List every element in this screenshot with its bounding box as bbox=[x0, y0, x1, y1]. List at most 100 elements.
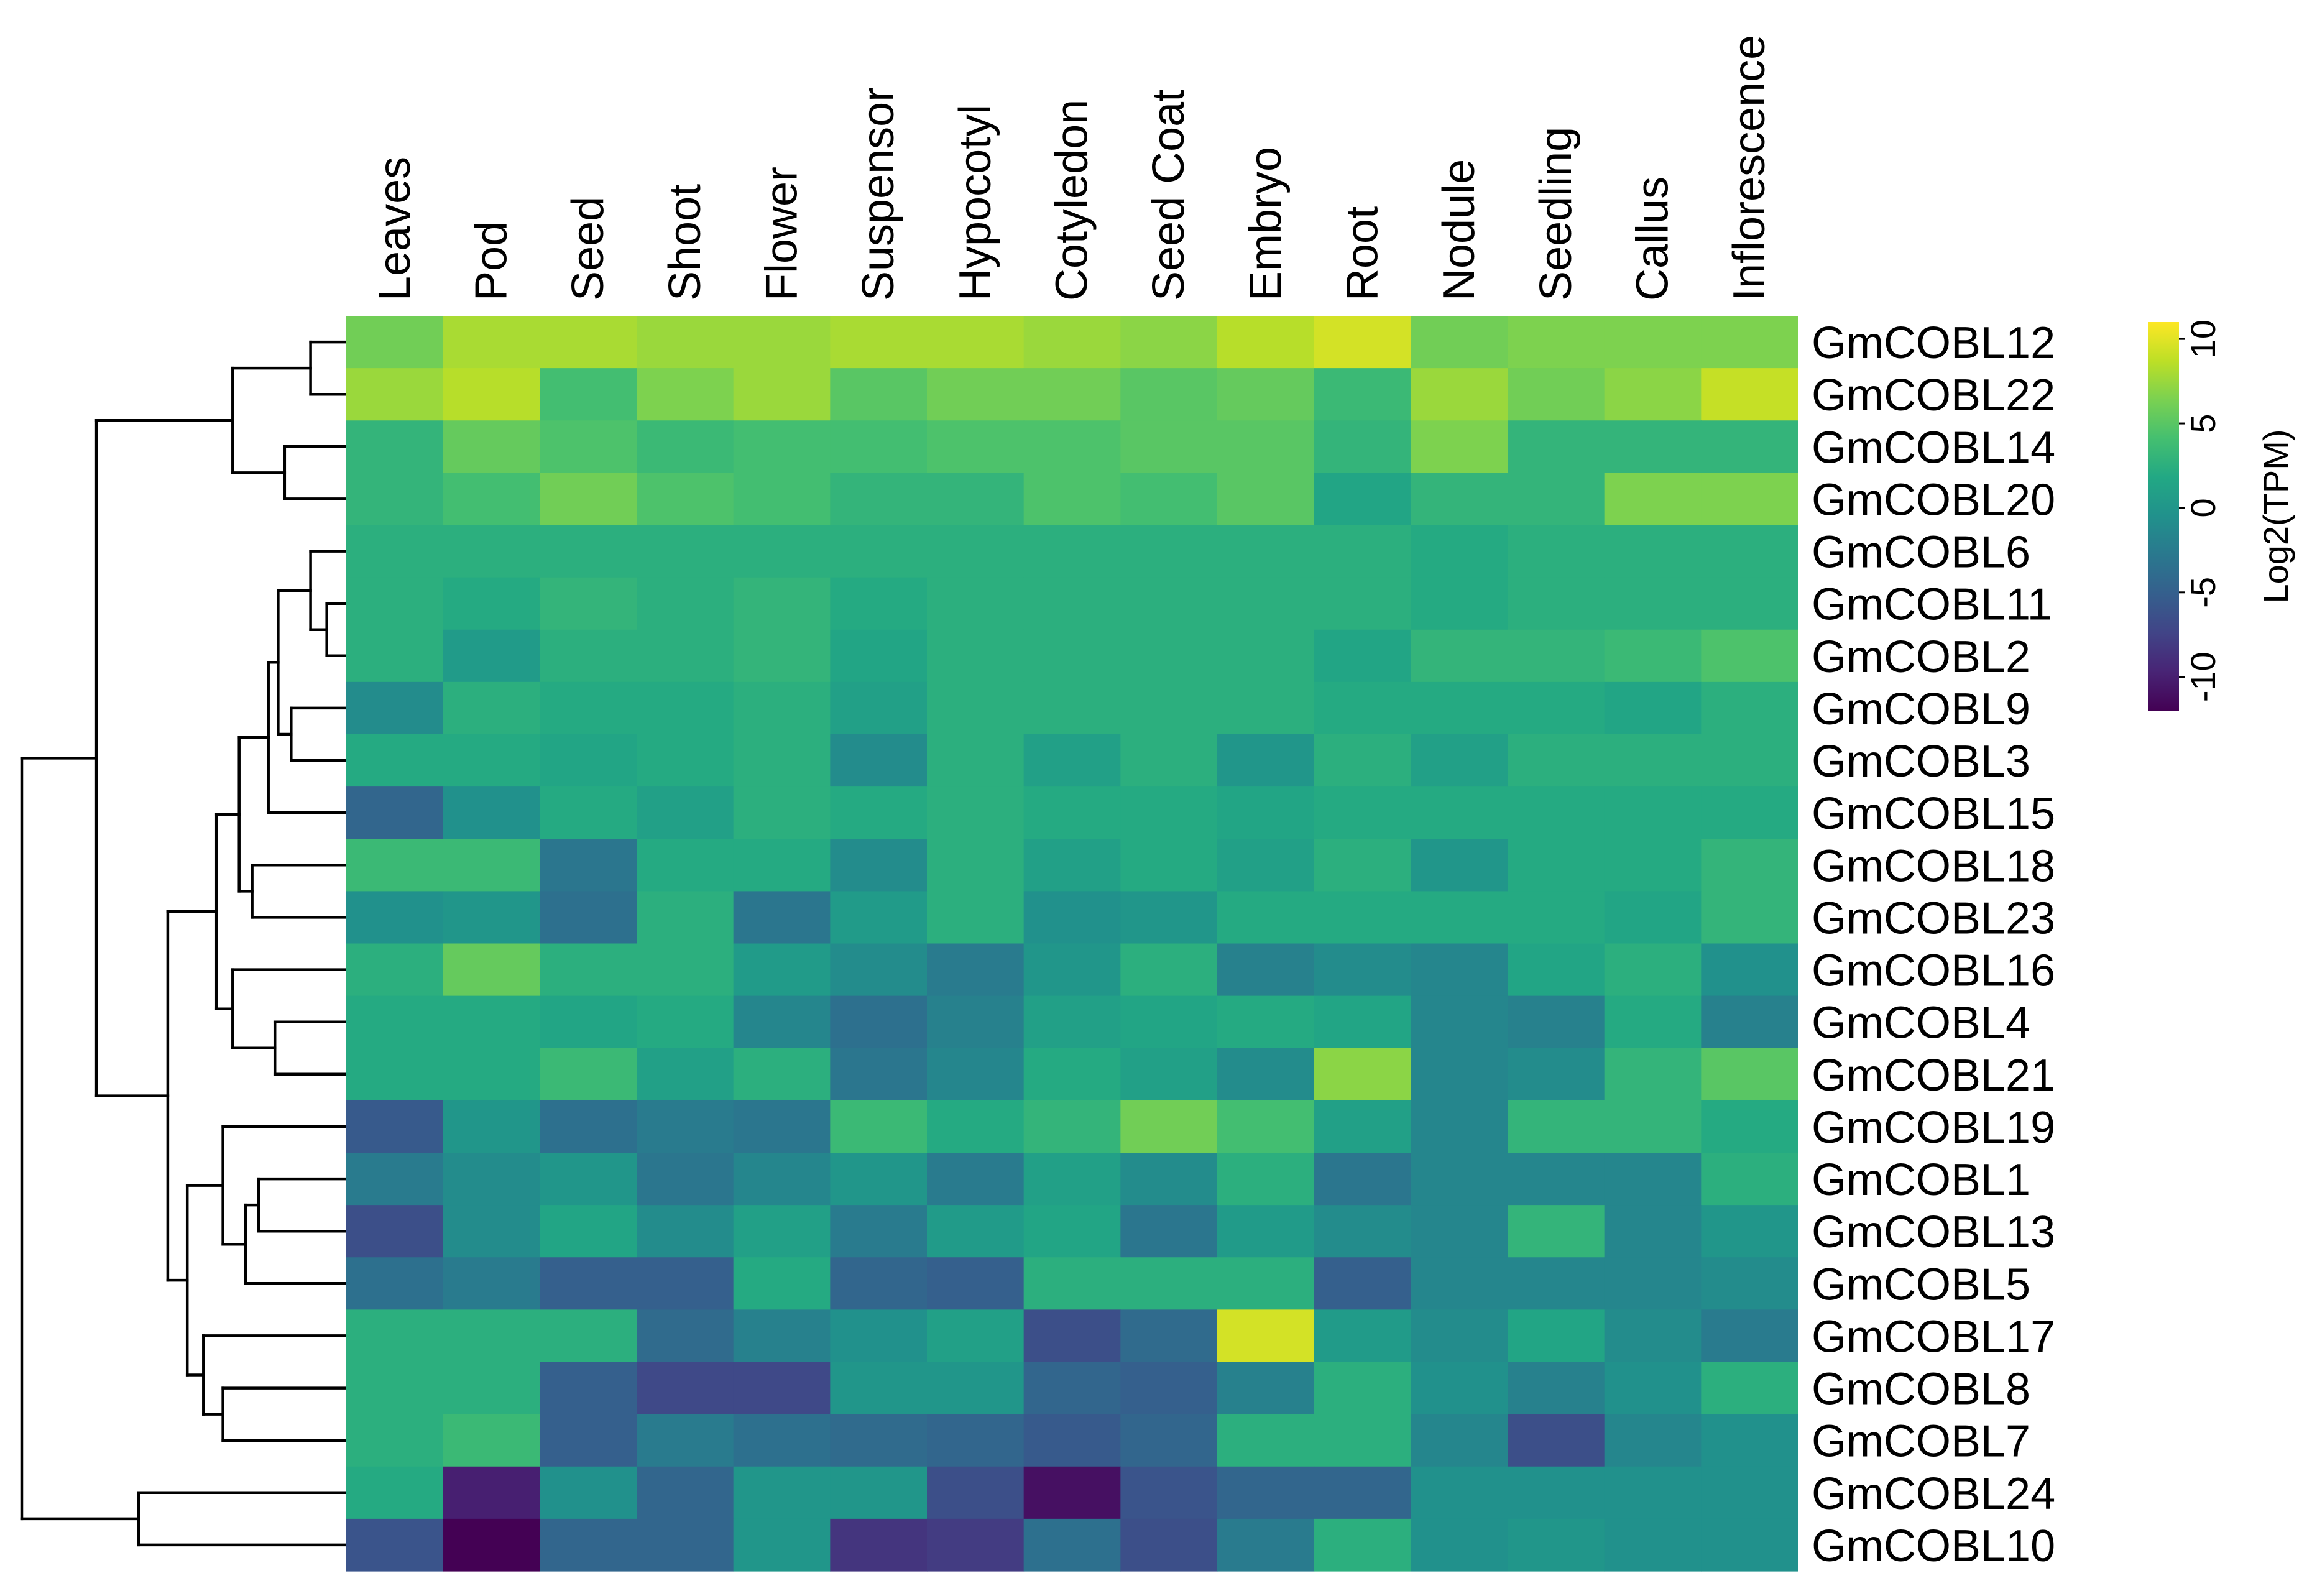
heatmap-cell bbox=[927, 1466, 1025, 1520]
heatmap-cell bbox=[1120, 473, 1218, 526]
heatmap-cell bbox=[346, 1153, 444, 1206]
heatmap-cell bbox=[927, 577, 1025, 630]
heatmap-cell bbox=[637, 995, 734, 1049]
heatmap-cell bbox=[637, 1466, 734, 1520]
heatmap-cell bbox=[1217, 1153, 1315, 1206]
heatmap-cell bbox=[830, 1466, 928, 1520]
heatmap-cell bbox=[1217, 1048, 1315, 1101]
heatmap-cell bbox=[1217, 786, 1315, 839]
heatmap-cell bbox=[1217, 629, 1315, 683]
heatmap-cell bbox=[637, 368, 734, 421]
heatmap-cell bbox=[1120, 316, 1218, 369]
heatmap-cell bbox=[1120, 1257, 1218, 1310]
heatmap-cell bbox=[1411, 420, 1508, 473]
heatmap-cell bbox=[1023, 681, 1121, 735]
heatmap-cell bbox=[1314, 525, 1411, 578]
heatmap-cell bbox=[830, 1048, 928, 1101]
heatmap-cell bbox=[733, 995, 831, 1049]
heatmap-cell bbox=[1120, 1518, 1218, 1572]
heatmap-cell bbox=[1217, 525, 1315, 578]
heatmap-cell bbox=[830, 629, 928, 683]
heatmap-cell bbox=[1604, 316, 1702, 369]
heatmap-cell bbox=[1314, 1100, 1411, 1153]
heatmap-cell bbox=[1023, 1153, 1121, 1206]
heatmap-cell bbox=[1411, 316, 1508, 369]
heatmap-cell bbox=[927, 734, 1025, 787]
heatmap-cell bbox=[637, 1205, 734, 1258]
heatmap-cell bbox=[733, 368, 831, 421]
heatmap-cell bbox=[540, 1309, 637, 1363]
heatmap-cell bbox=[1508, 943, 1605, 997]
column-label: Pod bbox=[467, 221, 517, 301]
heatmap-cell bbox=[1411, 1362, 1508, 1415]
heatmap-cell bbox=[1411, 1153, 1508, 1206]
heatmap-cell bbox=[1701, 316, 1798, 369]
heatmap-cell bbox=[1508, 839, 1605, 892]
heatmap-cell bbox=[637, 629, 734, 683]
row-label: GmCOBL15 bbox=[1812, 789, 2055, 839]
heatmap-cell bbox=[830, 316, 928, 369]
heatmap-cell bbox=[540, 786, 637, 839]
heatmap-cell bbox=[443, 1100, 540, 1153]
heatmap-cell bbox=[1023, 1466, 1121, 1520]
heatmap-cell bbox=[1604, 1048, 1702, 1101]
heatmap-cell bbox=[1604, 734, 1702, 787]
heatmap-cell bbox=[540, 734, 637, 787]
heatmap-cell bbox=[443, 1309, 540, 1363]
heatmap-cell bbox=[1604, 368, 1702, 421]
heatmap-cell bbox=[1023, 1518, 1121, 1572]
heatmap-cell bbox=[1411, 1414, 1508, 1467]
column-label: Inflorescence bbox=[1725, 35, 1774, 301]
heatmap-cell bbox=[1508, 1466, 1605, 1520]
heatmap-cell bbox=[1508, 368, 1605, 421]
heatmap-cell bbox=[733, 1100, 831, 1153]
heatmap-cell bbox=[1701, 995, 1798, 1049]
heatmap-cell bbox=[1314, 891, 1411, 944]
heatmap-cell bbox=[443, 995, 540, 1049]
heatmap-cell bbox=[637, 681, 734, 735]
heatmap-cell bbox=[927, 1362, 1025, 1415]
row-label: GmCOBL8 bbox=[1812, 1365, 2030, 1414]
heatmap-cell bbox=[1508, 629, 1605, 683]
heatmap-cell bbox=[1023, 1362, 1121, 1415]
heatmap-cell bbox=[733, 1362, 831, 1415]
heatmap-cell bbox=[733, 316, 831, 369]
heatmap-cell bbox=[1120, 681, 1218, 735]
heatmap-cell bbox=[1701, 1205, 1798, 1258]
column-label: Suspensor bbox=[854, 87, 903, 301]
heatmap-cell bbox=[1217, 1518, 1315, 1572]
heatmap-cell bbox=[443, 943, 540, 997]
heatmap-cell bbox=[1023, 1205, 1121, 1258]
colorbar-gradient bbox=[2148, 322, 2179, 711]
heatmap-cell bbox=[1120, 891, 1218, 944]
heatmap-cell bbox=[1120, 734, 1218, 787]
row-label: GmCOBL9 bbox=[1812, 685, 2030, 734]
heatmap-cell bbox=[927, 525, 1025, 578]
heatmap-cell bbox=[1508, 1309, 1605, 1363]
row-label: GmCOBL4 bbox=[1812, 999, 2030, 1048]
heatmap-cell bbox=[1701, 473, 1798, 526]
heatmap-cell bbox=[927, 1048, 1025, 1101]
heatmap-cell bbox=[346, 786, 444, 839]
heatmap-cell bbox=[1508, 734, 1605, 787]
heatmap-cell bbox=[346, 1048, 444, 1101]
heatmap-cell bbox=[1217, 1362, 1315, 1415]
heatmap-cell bbox=[637, 577, 734, 630]
heatmap-cell bbox=[1314, 1048, 1411, 1101]
heatmap-cell bbox=[1701, 1466, 1798, 1520]
heatmap-cell bbox=[1120, 1048, 1218, 1101]
heatmap-cell bbox=[927, 891, 1025, 944]
colorbar-tick-label: -5 bbox=[2183, 577, 2222, 608]
heatmap-cell bbox=[443, 1414, 540, 1467]
heatmap-cell bbox=[443, 1048, 540, 1101]
heatmap-cell bbox=[1701, 1414, 1798, 1467]
heatmap-cell bbox=[1120, 1100, 1218, 1153]
heatmap-cell bbox=[637, 473, 734, 526]
heatmap-cell bbox=[1217, 420, 1315, 473]
column-label: Seed Coat bbox=[1144, 90, 1194, 301]
heatmap-cell bbox=[1314, 1309, 1411, 1363]
heatmap-cell bbox=[1120, 1153, 1218, 1206]
heatmap-cell bbox=[1701, 1153, 1798, 1206]
heatmap-cell bbox=[1120, 839, 1218, 892]
heatmap-cell bbox=[1314, 1362, 1411, 1415]
